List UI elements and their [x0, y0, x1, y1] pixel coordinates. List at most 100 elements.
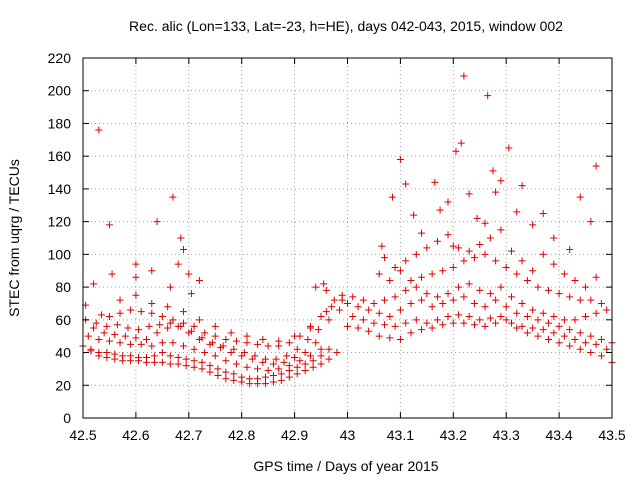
data-point: [119, 352, 127, 360]
data-point: [412, 316, 420, 324]
data-point: [523, 329, 531, 337]
data-point: [283, 352, 291, 360]
data-point: [169, 316, 177, 324]
data-point: [116, 309, 124, 317]
data-point: [317, 352, 325, 360]
data-point: [576, 345, 584, 353]
data-point: [449, 263, 457, 271]
data-point: [370, 299, 378, 307]
data-point: [277, 376, 285, 384]
data-point: [534, 332, 542, 340]
data-point: [127, 340, 135, 348]
data-point: [349, 313, 357, 321]
data-point: [262, 373, 270, 381]
data-point: [264, 367, 272, 375]
data-point: [359, 296, 367, 304]
data-point: [230, 376, 238, 384]
data-point: [148, 342, 156, 350]
data-point: [465, 280, 473, 288]
data-point: [113, 321, 121, 329]
data-point: [396, 306, 404, 314]
data-point: [269, 371, 277, 379]
data-point: [492, 188, 500, 196]
data-point: [407, 299, 415, 307]
chart-title: Rec. alic (Lon=133, Lat=-23, h=HE), days…: [129, 18, 563, 34]
data-point: [211, 332, 219, 340]
data-point: [105, 337, 113, 345]
y-tick-label: 140: [48, 181, 72, 197]
data-point: [344, 299, 351, 307]
data-point: [275, 337, 283, 345]
data-point: [222, 375, 230, 383]
data-point: [198, 334, 206, 342]
data-point: [396, 335, 404, 343]
data-point: [132, 334, 140, 342]
data-point: [153, 218, 161, 226]
data-point: [201, 329, 209, 337]
data-point: [100, 329, 108, 337]
data-point: [431, 178, 439, 186]
data-point: [587, 296, 595, 304]
data-point: [132, 273, 140, 281]
data-point: [587, 349, 595, 357]
y-tick-label: 40: [55, 345, 71, 361]
data-point: [132, 260, 140, 268]
data-point: [269, 360, 277, 368]
data-point: [518, 299, 526, 307]
data-point: [180, 245, 188, 253]
data-point: [254, 365, 262, 373]
data-point: [333, 349, 341, 357]
data-point: [476, 316, 484, 324]
data-point: [492, 257, 500, 265]
data-point: [336, 306, 344, 314]
data-point: [439, 299, 447, 307]
data-point: [576, 193, 584, 201]
data-point: [177, 234, 185, 242]
y-tick-label: 200: [48, 83, 72, 99]
data-point: [465, 247, 473, 255]
data-point: [137, 308, 145, 316]
y-tick-label: 80: [55, 279, 71, 295]
y-tick-labels: 0 20 40 60 80 100 120 140 160 180 200 220: [48, 50, 72, 426]
data-point: [486, 234, 494, 242]
y-tick-label: 100: [48, 246, 72, 262]
data-point: [158, 313, 166, 321]
y-tick-label: 0: [63, 410, 71, 426]
data-point: [603, 306, 611, 314]
data-point: [412, 250, 420, 258]
data-point: [502, 316, 510, 324]
data-point: [87, 345, 95, 353]
data-point: [166, 360, 174, 368]
data-point: [142, 353, 150, 361]
data-point: [127, 352, 135, 360]
x-tick-label: 43.4: [545, 427, 572, 443]
data-point: [486, 314, 494, 322]
data-point: [497, 313, 505, 321]
data-point: [277, 370, 285, 378]
data-point: [523, 313, 531, 321]
data-point: [304, 335, 312, 343]
data-point: [232, 360, 240, 368]
data-point: [127, 306, 135, 314]
data-point: [195, 316, 203, 324]
data-point: [301, 360, 309, 368]
data-point: [470, 321, 478, 329]
data-point: [418, 229, 426, 237]
data-point: [301, 349, 309, 357]
data-point: [285, 339, 293, 347]
data-point: [95, 349, 103, 357]
data-point: [180, 342, 188, 350]
x-tick-label: 43.5: [598, 427, 625, 443]
data-point: [198, 365, 206, 373]
data-point: [396, 267, 404, 275]
data-point: [330, 296, 338, 304]
data-point: [386, 277, 394, 285]
data-point: [428, 303, 436, 311]
data-point: [418, 273, 426, 281]
data-point: [243, 363, 251, 371]
data-point: [481, 303, 489, 311]
data-point: [132, 291, 140, 299]
data-point: [180, 308, 188, 316]
data-point: [582, 283, 590, 291]
